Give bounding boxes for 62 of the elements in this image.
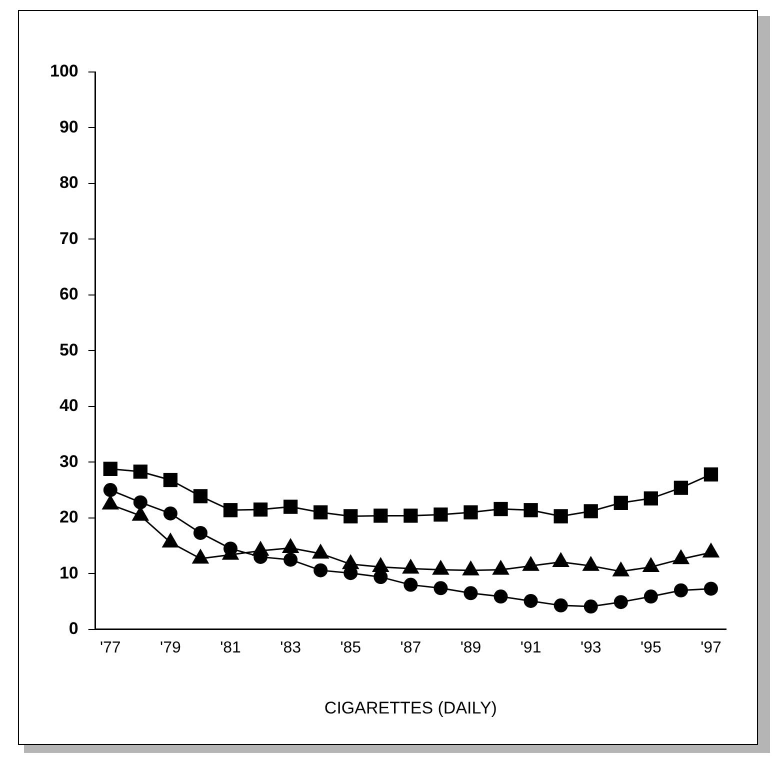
y-tick-label: 40 — [59, 396, 78, 416]
point — [464, 586, 478, 600]
x-tick-label: '87 — [400, 639, 422, 656]
point — [674, 480, 688, 495]
point — [704, 467, 718, 482]
point — [374, 508, 388, 523]
point — [283, 500, 298, 514]
point — [404, 578, 418, 592]
x-tick-label: '89 — [460, 639, 482, 656]
point — [614, 496, 628, 510]
point — [434, 508, 448, 522]
x-tick-label: '79 — [160, 639, 181, 656]
point — [494, 502, 508, 516]
point — [253, 502, 268, 517]
point — [584, 600, 598, 614]
point — [464, 505, 478, 520]
point — [284, 552, 298, 567]
point — [374, 570, 388, 584]
point — [133, 495, 148, 510]
x-tick-label: '97 — [700, 639, 722, 656]
y-tick-label: 50 — [59, 340, 78, 360]
point — [524, 594, 538, 608]
point — [314, 563, 328, 578]
point — [103, 483, 118, 498]
point — [554, 598, 568, 612]
x-tick-label: '83 — [280, 639, 302, 656]
x-tick-label: '93 — [580, 639, 602, 656]
y-tick-label: 100 — [50, 62, 78, 81]
point — [524, 503, 538, 518]
point — [704, 582, 718, 596]
point — [344, 509, 358, 524]
y-tick-label: 10 — [59, 563, 78, 582]
y-tick-label: 0 — [68, 619, 78, 638]
point — [584, 504, 598, 518]
point — [554, 509, 568, 524]
x-axis-title: CIGARETTES (DAILY) — [324, 698, 497, 718]
x-tick-label: '77 — [100, 639, 121, 656]
point — [223, 503, 238, 518]
point — [434, 581, 448, 596]
y-tick-label: 90 — [59, 117, 78, 136]
x-tick-label: '95 — [640, 639, 662, 656]
x-tick-label: '85 — [340, 639, 362, 656]
point — [193, 526, 208, 540]
point — [133, 464, 148, 479]
y-tick-label: 20 — [59, 508, 78, 527]
point — [614, 595, 628, 610]
x-tick-label: '81 — [220, 639, 242, 656]
y-tick-label: 60 — [59, 284, 78, 304]
point — [674, 583, 688, 598]
y-tick-label: 80 — [59, 173, 78, 192]
point — [644, 590, 658, 604]
point — [103, 462, 118, 476]
x-tick-label: '91 — [520, 639, 542, 656]
y-tick-label: 30 — [59, 452, 78, 471]
point — [163, 506, 178, 520]
point — [494, 590, 508, 604]
point — [314, 505, 328, 520]
point — [193, 489, 208, 504]
point — [404, 508, 418, 523]
y-tick-label: 70 — [59, 228, 78, 248]
point — [644, 491, 658, 506]
point — [163, 472, 178, 488]
